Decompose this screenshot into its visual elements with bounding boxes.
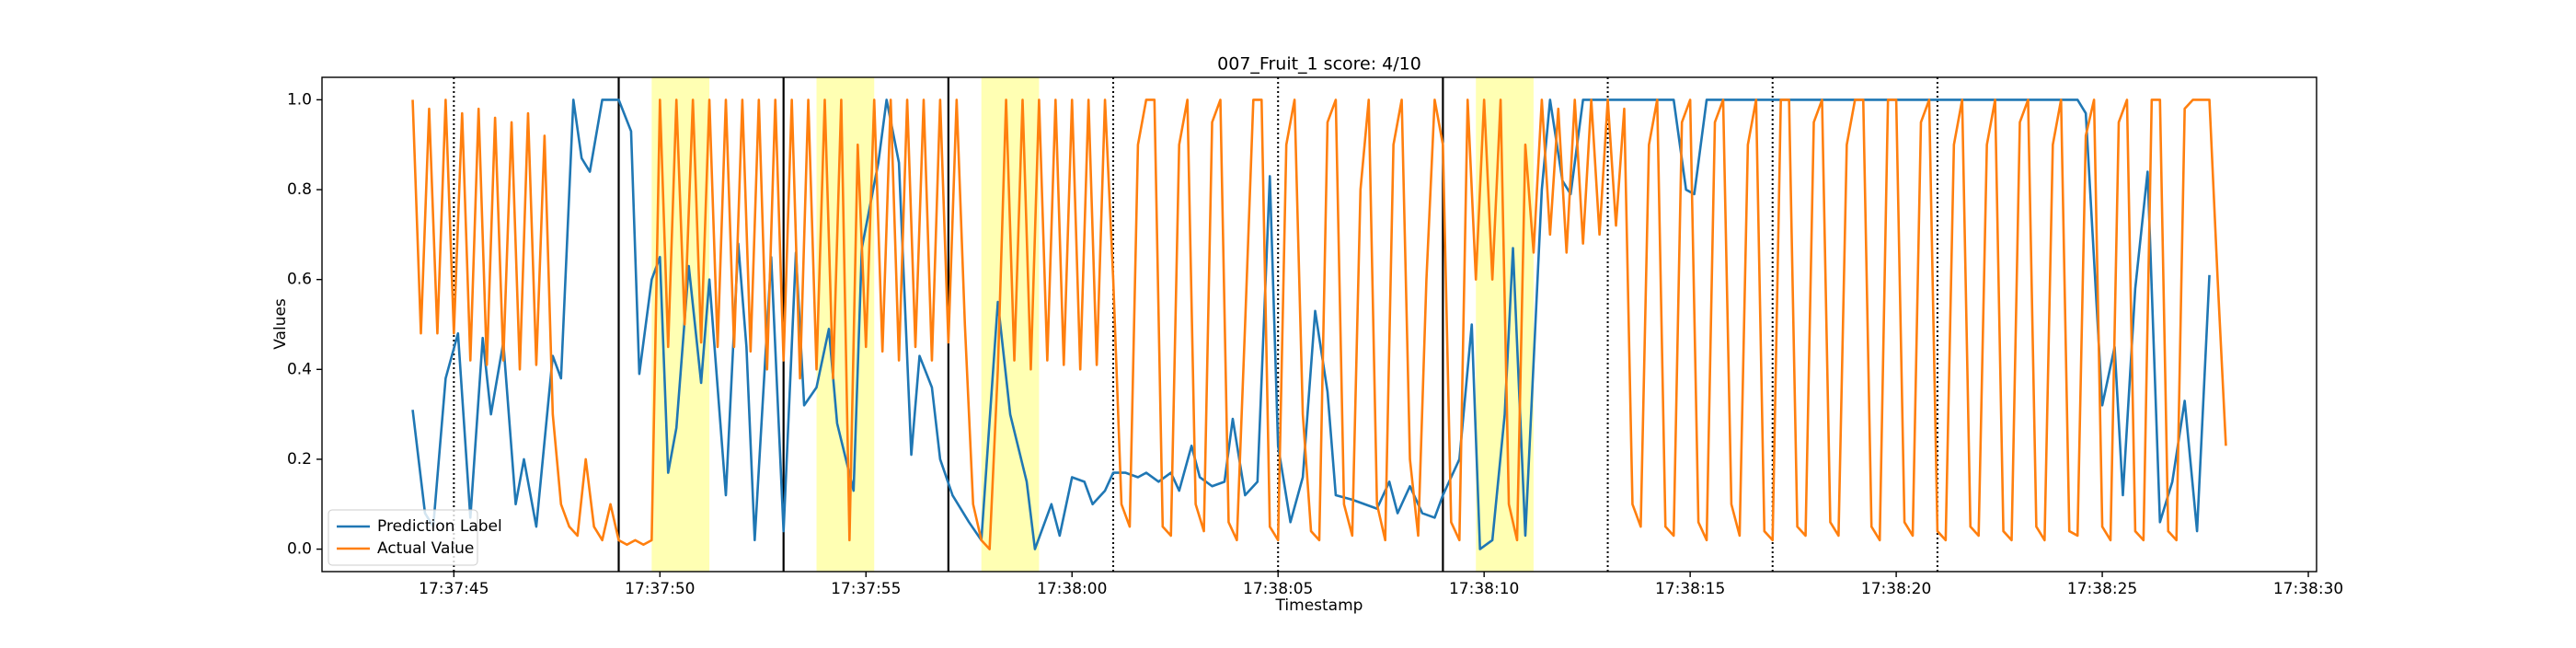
x-tick-label: 17:38:20 <box>1861 580 1931 598</box>
y-tick-label: 0.4 <box>287 360 312 378</box>
x-tick-label: 17:38:15 <box>1655 580 1725 598</box>
x-tick-label: 17:38:05 <box>1243 580 1313 598</box>
x-tick-label: 17:38:25 <box>2067 580 2137 598</box>
plot-frame <box>321 76 2317 573</box>
x-tick-label: 17:38:00 <box>1037 580 1107 598</box>
y-tick-label: 0.0 <box>287 540 312 559</box>
legend-label: Prediction Label <box>377 517 502 536</box>
x-tick-label: 17:37:45 <box>419 580 489 598</box>
x-axis-label: Timestamp <box>1275 596 1363 615</box>
legend-label: Actual Value <box>377 539 474 558</box>
chart-title: 007_Fruit_1 score: 4/10 <box>1217 54 1421 75</box>
y-tick-label: 0.2 <box>287 450 312 469</box>
x-tick-label: 17:38:10 <box>1449 580 1519 598</box>
x-tick-label: 17:37:55 <box>831 580 901 598</box>
y-axis-label: Values <box>271 298 290 350</box>
x-tick-label: 17:37:50 <box>625 580 695 598</box>
legend: Prediction Label Actual Value <box>328 509 502 566</box>
legend-box <box>328 509 478 566</box>
y-tick-label: 0.8 <box>287 180 312 199</box>
plot-area <box>411 77 2227 572</box>
y-tick-label: 1.0 <box>287 90 312 109</box>
y-tick-label: 0.6 <box>287 271 312 289</box>
data-line <box>411 98 2227 550</box>
x-tick-label: 17:38:30 <box>2273 580 2343 598</box>
